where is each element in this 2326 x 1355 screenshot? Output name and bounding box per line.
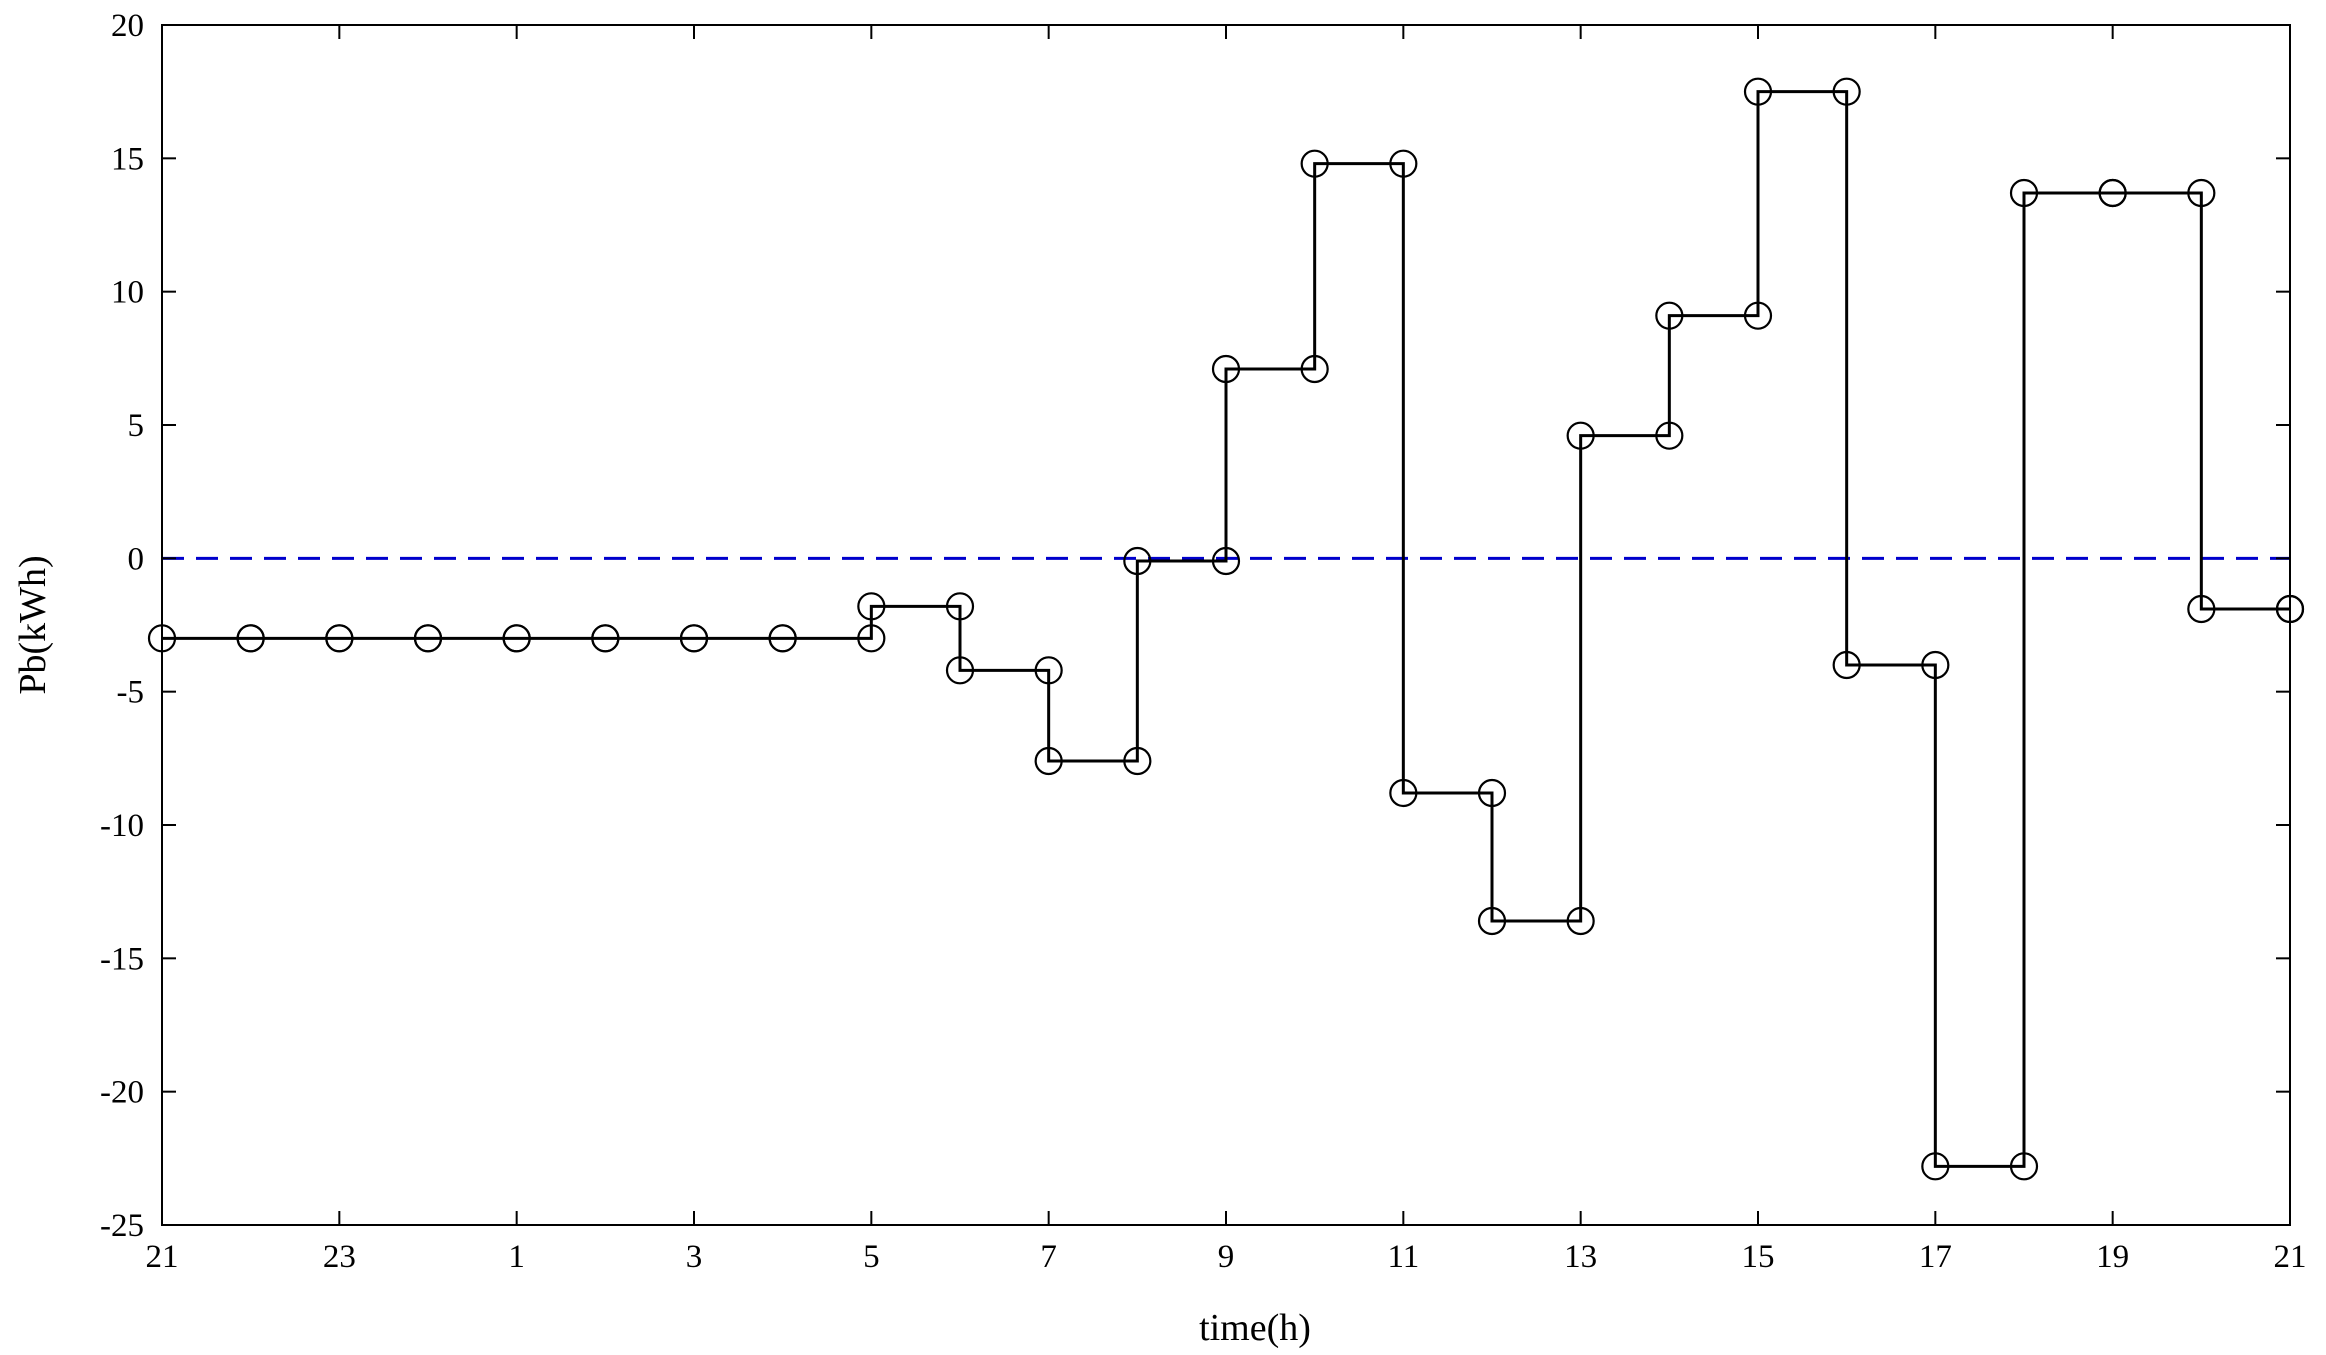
data-point-marker xyxy=(1832,77,1861,106)
axis-ticks xyxy=(161,24,2291,1226)
data-point-marker xyxy=(2187,594,2216,624)
data-point-marker xyxy=(1566,421,1595,450)
data-point-marker xyxy=(945,592,975,621)
data-point-marker xyxy=(857,592,886,621)
data-point-marker xyxy=(1477,778,1507,808)
data-point-marker xyxy=(1211,546,1241,576)
plot-frame xyxy=(161,24,2291,1226)
x-tick-label: 11 xyxy=(1387,1239,1419,1275)
y-tick-labels: -25 -20 -15 -10 -5 0 5 10 15 20 xyxy=(100,8,144,1244)
data-point-marker xyxy=(413,624,443,653)
x-tick-label: 23 xyxy=(323,1239,356,1275)
data-point-marker xyxy=(325,624,354,653)
data-point-marker xyxy=(2009,1152,2039,1181)
y-tick-label: -5 xyxy=(117,675,145,711)
plot-content xyxy=(147,77,2305,1181)
y-tick-label: 5 xyxy=(128,408,145,444)
series-step-line xyxy=(162,90,2290,1168)
data-point-marker xyxy=(1743,301,1773,330)
data-point-marker xyxy=(591,624,620,653)
data-point-marker xyxy=(1300,149,1329,178)
x-tick-label: 13 xyxy=(1564,1239,1597,1275)
data-point-marker xyxy=(679,624,709,653)
data-point-marker xyxy=(2187,178,2216,208)
data-point-marker xyxy=(1300,354,1329,384)
data-point-marker xyxy=(768,624,797,653)
x-tick-label: 21 xyxy=(2274,1239,2307,1275)
data-point-marker xyxy=(1743,77,1773,106)
data-point-marker xyxy=(1921,650,1950,680)
x-tick-label: 21 xyxy=(146,1239,179,1275)
y-axis-title: Pb(kWh) xyxy=(12,555,54,694)
data-point-marker xyxy=(1123,546,1152,576)
x-tick-label: 1 xyxy=(508,1239,525,1275)
data-point-marker xyxy=(1389,149,1418,178)
y-tick-label: -20 xyxy=(100,1075,144,1111)
data-point-marker xyxy=(2009,178,2039,208)
data-point-marker xyxy=(2098,178,2127,208)
y-tick-label: 15 xyxy=(111,141,144,177)
x-tick-label: 19 xyxy=(2096,1239,2129,1275)
data-point-marker xyxy=(1566,906,1595,936)
x-tick-label: 5 xyxy=(863,1239,880,1275)
x-axis-title: time(h) xyxy=(1199,1307,1311,1349)
data-point-marker xyxy=(1477,906,1507,936)
y-tick-label: 10 xyxy=(111,275,144,311)
x-tick-label: 17 xyxy=(1919,1239,1952,1275)
data-point-marker xyxy=(1655,301,1684,330)
data-point-marker xyxy=(236,624,265,653)
data-point-marker xyxy=(1655,421,1684,450)
data-point-marker xyxy=(1034,746,1063,776)
data-point-marker xyxy=(1832,650,1861,680)
data-point-marker xyxy=(945,656,975,685)
y-tick-label: 0 xyxy=(128,541,145,577)
data-point-marker xyxy=(1034,656,1063,685)
data-point-marker xyxy=(502,624,531,653)
y-tick-label: -10 xyxy=(100,808,144,844)
y-tick-label: 20 xyxy=(111,8,144,44)
data-point-marker xyxy=(1123,746,1152,776)
x-tick-label: 3 xyxy=(686,1239,703,1275)
y-tick-label: -25 xyxy=(100,1208,144,1244)
y-tick-label: -15 xyxy=(100,941,144,977)
x-tick-label: 9 xyxy=(1218,1239,1235,1275)
x-tick-labels: 21 23 1 3 5 7 9 11 13 15 17 19 21 xyxy=(146,1239,2307,1275)
x-tick-label: 7 xyxy=(1040,1239,1057,1275)
x-tick-label: 15 xyxy=(1742,1239,1775,1275)
data-point-marker xyxy=(1921,1152,1950,1181)
data-point-marker xyxy=(857,624,886,653)
data-point-marker xyxy=(1389,778,1418,808)
data-point-marker xyxy=(1211,354,1241,384)
